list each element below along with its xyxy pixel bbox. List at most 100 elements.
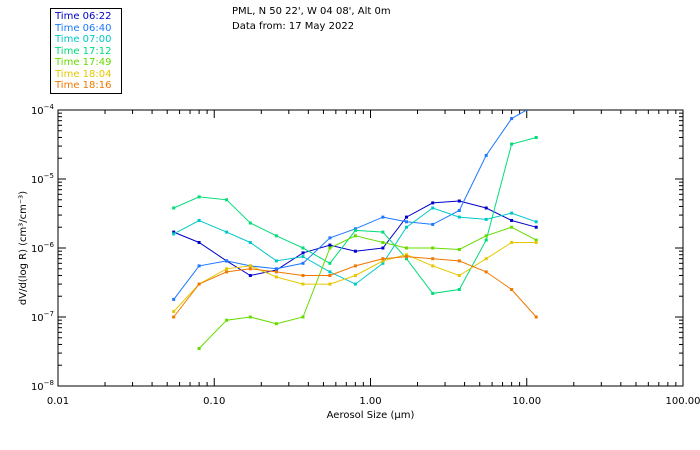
data-point: [431, 222, 435, 226]
data-point: [484, 270, 488, 274]
data-point: [301, 255, 305, 259]
x-tick-label: 1.00: [359, 396, 381, 407]
x-tick-label: 0.01: [47, 396, 69, 407]
data-point: [381, 241, 385, 244]
data-point: [172, 206, 176, 210]
data-point: [197, 195, 201, 199]
data-point: [510, 142, 514, 146]
legend: Time 06:22 Time 06:40 Time 07:00 Time 17:12…: [50, 8, 122, 94]
data-point: [172, 315, 176, 319]
data-point: [381, 246, 385, 250]
data-point: [381, 215, 385, 219]
data-point: [405, 253, 408, 257]
legend-item: Time 17:12: [55, 45, 112, 57]
data-point: [457, 248, 461, 251]
data-point: [484, 257, 488, 261]
data-point: [431, 257, 435, 261]
data-point: [328, 243, 332, 247]
data-point: [405, 225, 408, 229]
x-tick-label: 10.00: [512, 396, 541, 407]
data-point: [225, 267, 229, 271]
data-point: [172, 230, 176, 234]
data-point: [431, 291, 435, 295]
data-point: [197, 282, 201, 286]
data-point: [328, 270, 332, 274]
data-point: [274, 267, 278, 271]
data-point: [510, 211, 514, 215]
data-point: [248, 315, 252, 319]
data-point: [457, 199, 461, 203]
data-point: [510, 225, 514, 229]
data-point: [484, 206, 488, 210]
series-line: [198, 226, 537, 349]
data-point: [353, 227, 357, 231]
legend-item: Time 06:40: [55, 22, 112, 34]
data-point: [328, 246, 332, 250]
data-point: [484, 153, 488, 157]
data-point: [534, 136, 538, 139]
data-point: [353, 249, 357, 253]
data-point: [301, 315, 305, 319]
data-point: [535, 103, 538, 106]
data-point: [248, 221, 252, 225]
data-point: [431, 246, 435, 250]
data-point: [381, 259, 385, 263]
data-point: [510, 219, 514, 222]
header-date: Data from: 17 May 2022: [232, 21, 355, 32]
data-point: [381, 257, 385, 261]
data-point: [225, 230, 229, 234]
data-point: [510, 288, 514, 291]
data-point: [301, 251, 305, 255]
data-point: [328, 236, 332, 240]
data-point: [405, 255, 408, 259]
data-point: [172, 232, 176, 236]
y-tick-label: 10−7: [31, 310, 54, 324]
data-point: [534, 241, 538, 244]
data-point: [457, 288, 461, 291]
y-axis-label: dV/d(log R) (cm³/cm⁻³): [18, 191, 29, 305]
data-point: [274, 234, 278, 238]
data-point: [172, 297, 176, 301]
series-1712: [172, 136, 538, 295]
data-point: [457, 209, 461, 212]
data-point: [457, 274, 461, 277]
data-point: [301, 274, 305, 277]
data-point: [301, 261, 305, 265]
data-point: [197, 219, 201, 222]
x-axis-label: Aerosol Size (µm): [327, 410, 415, 421]
data-point: [197, 347, 201, 350]
data-point: [353, 274, 357, 277]
data-point: [225, 270, 229, 274]
y-tick-label: 10−8: [31, 379, 54, 393]
legend-item: Time 18:16: [55, 80, 112, 91]
series-1816: [172, 255, 538, 319]
data-point: [484, 234, 488, 238]
data-point: [274, 275, 278, 279]
data-point: [197, 264, 201, 268]
legend-item: Time 06:22: [55, 11, 112, 22]
data-point: [405, 246, 408, 250]
data-point: [225, 318, 229, 322]
data-point: [405, 257, 408, 261]
data-point: [457, 259, 461, 263]
legend-item: Time 17:49: [55, 57, 112, 68]
data-point: [274, 270, 278, 274]
data-point: [484, 217, 488, 221]
data-point: [534, 225, 538, 229]
data-point: [301, 282, 305, 286]
data-point: [405, 220, 408, 224]
x-tick-label: 0.10: [203, 396, 225, 407]
data-point: [274, 322, 278, 326]
series-0622: [172, 199, 538, 277]
data-point: [534, 315, 538, 319]
data-point: [431, 201, 435, 205]
series-0640: [172, 103, 538, 301]
data-point: [510, 241, 514, 244]
data-point: [431, 206, 435, 210]
data-point: [457, 215, 461, 219]
data-point: [353, 228, 357, 232]
y-tick-label: 10−5: [31, 172, 54, 186]
data-point: [353, 234, 357, 238]
data-point: [381, 261, 385, 265]
